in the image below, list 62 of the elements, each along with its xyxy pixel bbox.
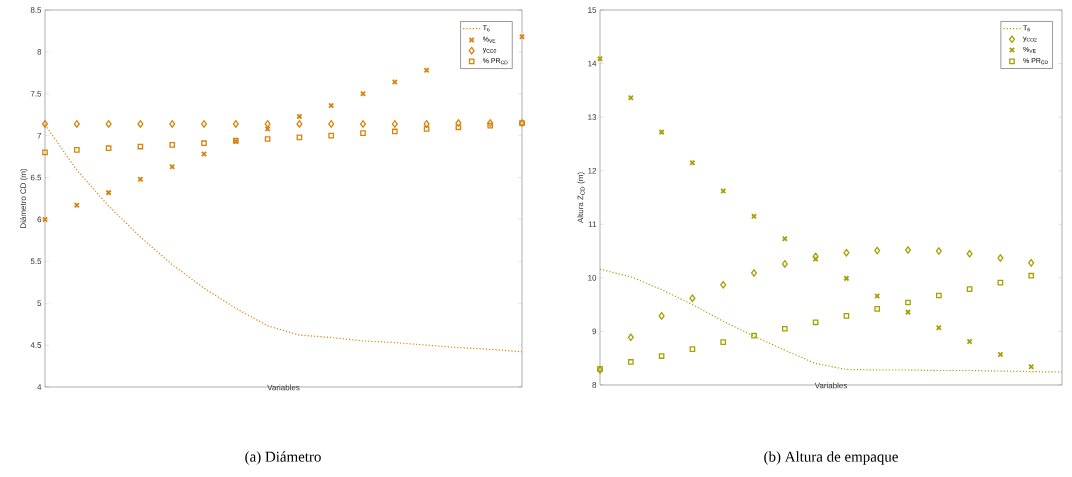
point (781, 260, 788, 268)
point (1028, 258, 1035, 267)
point (391, 120, 398, 128)
point (966, 249, 973, 258)
point (627, 333, 634, 342)
point (73, 147, 80, 153)
point (1028, 272, 1035, 279)
point (843, 275, 850, 282)
point (137, 120, 144, 128)
point (720, 339, 727, 345)
point (751, 332, 757, 339)
point (966, 286, 973, 292)
point (328, 132, 335, 139)
point (874, 246, 881, 255)
point (105, 145, 112, 152)
point (360, 130, 366, 136)
point (169, 120, 176, 128)
point (328, 120, 335, 128)
line-series (599, 268, 1063, 373)
point (41, 120, 49, 128)
point (812, 319, 819, 326)
point (359, 90, 367, 97)
point (904, 246, 912, 254)
point (232, 120, 239, 128)
point (169, 142, 176, 148)
point (904, 309, 912, 316)
line-series (44, 124, 523, 353)
point (391, 79, 398, 86)
point (455, 124, 462, 131)
point (750, 269, 758, 277)
point (935, 247, 942, 255)
point (843, 313, 850, 319)
point (105, 120, 112, 128)
point (689, 294, 696, 303)
point (966, 338, 973, 345)
text: (a) Diámetro (245, 451, 321, 465)
point (391, 128, 398, 135)
point (720, 188, 727, 195)
point (296, 134, 303, 141)
point (658, 312, 665, 320)
point (658, 353, 665, 359)
point (750, 213, 758, 220)
point (997, 351, 1004, 358)
point (781, 325, 788, 332)
point (73, 120, 80, 128)
point (264, 120, 271, 128)
point (689, 346, 696, 352)
point (843, 248, 850, 257)
point (689, 159, 696, 166)
point (935, 292, 942, 299)
point (200, 120, 208, 128)
point (518, 33, 526, 40)
point (874, 293, 881, 300)
point (720, 280, 727, 289)
text: (b) Altura de empaque (764, 451, 898, 465)
point (627, 359, 634, 365)
point (105, 189, 112, 196)
point (997, 279, 1004, 286)
point (200, 151, 208, 158)
point (359, 120, 367, 128)
point (874, 306, 881, 312)
point (201, 140, 207, 147)
